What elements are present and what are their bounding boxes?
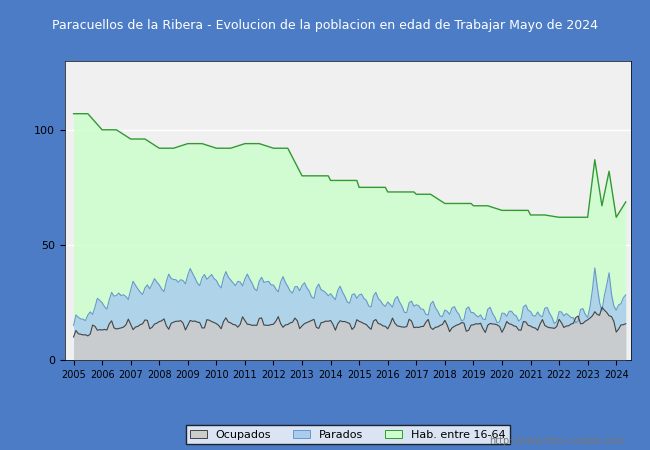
Text: Paracuellos de la Ribera - Evolucion de la poblacion en edad de Trabajar Mayo de: Paracuellos de la Ribera - Evolucion de …: [52, 19, 598, 32]
Legend: Ocupados, Parados, Hab. entre 16-64: Ocupados, Parados, Hab. entre 16-64: [185, 425, 510, 444]
Text: http://www.foro-ciudad.com: http://www.foro-ciudad.com: [489, 436, 624, 446]
